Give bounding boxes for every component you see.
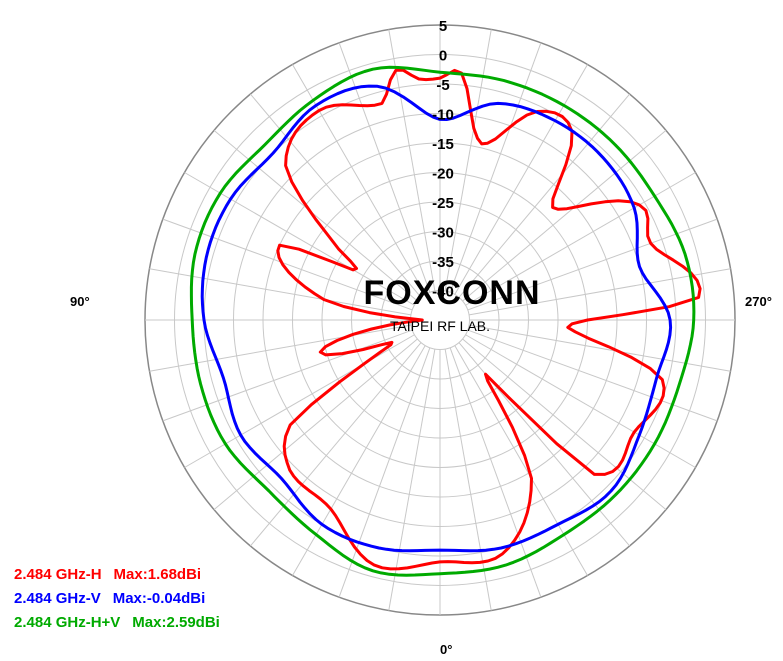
- chart-series: [189, 65, 702, 577]
- grid-spoke: [213, 129, 418, 302]
- grid-spoke: [454, 64, 588, 295]
- grid-spoke: [162, 218, 413, 311]
- grid-spoke: [149, 324, 412, 372]
- angle-label-right: 270°: [745, 294, 772, 309]
- grid-spoke: [467, 329, 718, 422]
- radial-tick-label: -30: [432, 225, 454, 242]
- series-line-0: [276, 68, 702, 571]
- radial-tick-label: -5: [436, 77, 449, 94]
- radial-tick-label: -10: [432, 107, 454, 124]
- grid-spoke: [462, 129, 667, 302]
- radial-tick-label: -40: [432, 284, 454, 301]
- grid-spoke: [465, 334, 696, 468]
- legend-max-v: Max:-0.04dBi: [113, 590, 206, 607]
- legend-max-hv: Max:2.59dBi: [132, 614, 220, 631]
- radial-tick-label: -25: [432, 195, 454, 212]
- legend-label-hv: 2.484 GHz-H+V: [14, 614, 120, 631]
- grid-spoke: [449, 42, 542, 293]
- legend-label-v: 2.484 GHz-V: [14, 590, 101, 607]
- grid-spoke: [249, 342, 422, 547]
- angle-label-left: 90°: [70, 294, 90, 309]
- radial-tick-label: 5: [439, 18, 447, 35]
- grid-spoke: [292, 64, 426, 295]
- grid-spoke: [444, 348, 492, 611]
- legend: 2.484 GHz-H Max:1.68dBi 2.484 GHz-V Max:-0…: [14, 566, 220, 631]
- legend-label-h: 2.484 GHz-H: [14, 566, 102, 583]
- watermark: FOXCONN TAIPEI RF LAB.: [364, 274, 541, 334]
- series-line-1: [200, 84, 673, 553]
- watermark-sublabel: TAIPEI RF LAB.: [390, 318, 490, 334]
- grid-spoke: [444, 29, 492, 292]
- grid-spoke: [162, 329, 413, 422]
- radial-tick-labels: 5 0 -5 -10 -15 -20 -25 -30 -35 -40: [432, 18, 454, 301]
- grid-spoke: [292, 345, 426, 576]
- legend-entry-v: 2.484 GHz-V Max:-0.04dBi: [14, 590, 205, 607]
- radial-tick-label: -20: [432, 166, 454, 183]
- grid-spoke: [465, 172, 696, 306]
- grid-spoke: [338, 347, 431, 598]
- legend-entry-h: 2.484 GHz-H Max:1.68dBi: [14, 566, 201, 583]
- grid-spoke: [338, 42, 431, 293]
- grid-spoke: [184, 172, 415, 306]
- grid-spoke: [388, 348, 436, 611]
- grid-spoke: [213, 338, 418, 511]
- series-line-2: [189, 65, 696, 577]
- grid-spoke: [468, 268, 731, 316]
- grid-spoke: [249, 93, 422, 298]
- legend-entry-hv: 2.484 GHz-H+V Max:2.59dBi: [14, 614, 220, 631]
- radial-tick-label: -35: [432, 254, 454, 271]
- grid-spoke: [458, 93, 631, 298]
- grid-spoke: [388, 29, 436, 292]
- angle-labels: 90° 270° 0°: [70, 294, 772, 657]
- legend-max-h: Max:1.68dBi: [114, 566, 202, 583]
- radial-tick-label: -15: [432, 136, 454, 153]
- grid-spoke: [454, 345, 588, 576]
- grid-spoke: [462, 338, 667, 511]
- radial-tick-label: 0: [439, 48, 447, 65]
- watermark-brand: FOXCONN: [364, 274, 541, 312]
- angle-label-bottom: 0°: [440, 642, 452, 657]
